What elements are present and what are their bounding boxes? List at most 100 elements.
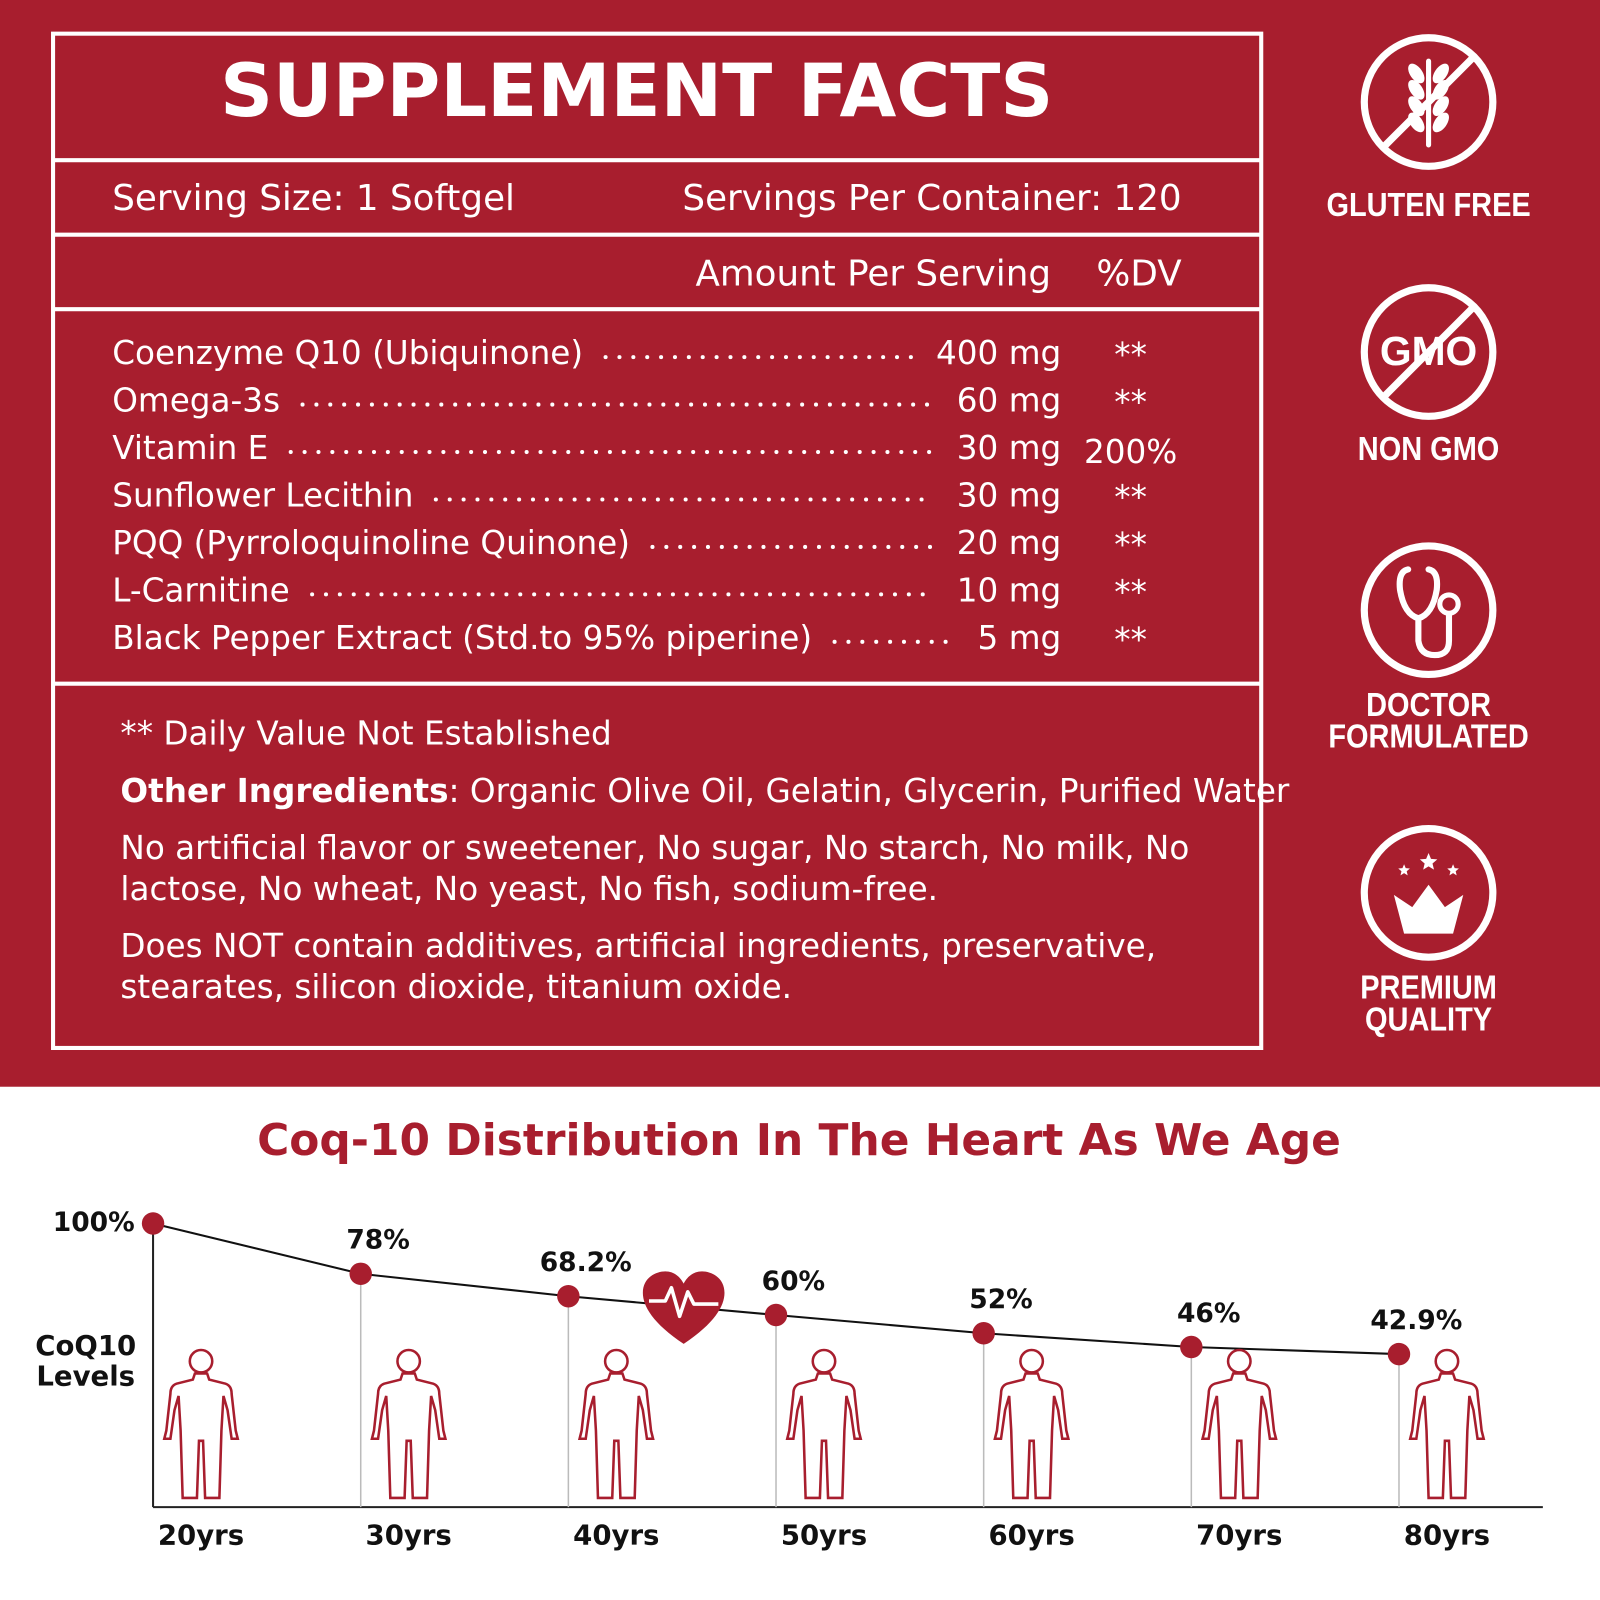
ingredient-dv: ** — [1114, 336, 1147, 374]
ingredient-name: Coenzyme Q10 (Ubiquinone) — [112, 334, 583, 372]
figure-outline — [162, 1348, 240, 1500]
ingredient-list: Coenzyme Q10 (Ubiquinone) 400 mg ** Omega-3… — [112, 334, 1177, 659]
ingredient-name: Omega-3s — [112, 382, 280, 420]
ingredient-dv: ** — [1114, 621, 1147, 659]
ingredient-amount: 20 mg — [957, 524, 1061, 562]
y-label-box: CoQ10 Levels — [35, 1331, 137, 1393]
ingredient-amount: 30 mg — [957, 429, 1061, 467]
y-label: CoQ10 Levels — [35, 1331, 137, 1393]
paragraph-line: No artificial flavor or sweetener, No su… — [120, 829, 1189, 867]
chart: 100% 78% 68.2% 60% 52% 46% 42.9% 20yrs 30yrs 40yr… — [53, 1207, 1543, 1552]
x-tick-label: 30yrs — [366, 1520, 452, 1552]
figure-outline — [1408, 1348, 1486, 1500]
crown — [1393, 884, 1464, 934]
data-point — [349, 1262, 372, 1286]
value-label: 52% — [969, 1284, 1032, 1315]
wheat-grain — [1408, 63, 1425, 84]
ingredient-name: Vitamin E — [112, 429, 268, 467]
badge-label: GLUTEN FREE — [1326, 186, 1530, 224]
amount-header: Amount Per Serving — [695, 254, 1051, 295]
ingredient-dv: ** — [1114, 384, 1147, 422]
badge-label: QUALITY — [1365, 1000, 1492, 1038]
wheat-grain — [1432, 96, 1449, 116]
star — [1419, 853, 1438, 870]
badge-circle — [1360, 542, 1497, 679]
ingredient-name: Sunflower Lecithin — [112, 476, 413, 514]
ingredient-amount: 400 mg — [936, 334, 1061, 372]
wheat-grain — [1432, 63, 1449, 84]
figure-outline — [370, 1348, 448, 1500]
value-label: 100% — [53, 1207, 135, 1238]
figure-outline — [785, 1348, 863, 1500]
value-label: 78% — [346, 1225, 409, 1256]
ingredient-amount: 10 mg — [957, 571, 1061, 609]
badge-circle — [1360, 284, 1497, 420]
figure-outline — [993, 1348, 1071, 1500]
ingredient-name: PQQ (Pyrroloquinoline Quinone) — [112, 524, 630, 562]
wheat-grain — [1408, 79, 1425, 100]
badge-slash — [1380, 303, 1478, 401]
pulse — [648, 1285, 719, 1319]
facts-title: SUPPLEMENT FACTS — [220, 49, 1053, 134]
paragraphs: No artificial flavor or sweetener, No su… — [120, 829, 1189, 1006]
ingredient-amount: 60 mg — [957, 382, 1061, 420]
ingredient-dv: ** — [1114, 573, 1147, 611]
servings-per-container: Servings Per Container: 120 — [682, 178, 1181, 219]
other-ingredients: Other Ingredients: Organic Olive Oil, Ge… — [120, 772, 1290, 810]
badge-label: PREMIUM — [1360, 969, 1497, 1007]
figure-outline — [1200, 1348, 1278, 1500]
value-label: 68.2% — [540, 1247, 632, 1278]
x-tick-label: 50yrs — [781, 1520, 867, 1552]
value-label: 60% — [762, 1266, 825, 1297]
x-tick-label: 60yrs — [988, 1520, 1074, 1552]
wheat-grain — [1432, 112, 1449, 133]
ingredient-dv: ** — [1114, 478, 1147, 516]
value-label: 46% — [1177, 1298, 1240, 1329]
ingredient-name: Black Pepper Extract (Std.to 95% piperin… — [112, 619, 812, 657]
paragraph-line: lactose, No wheat, No yeast, No fish, so… — [120, 870, 938, 908]
star — [1398, 864, 1410, 876]
badge: GLUTEN FREE — [1326, 34, 1531, 224]
data-point — [1387, 1342, 1411, 1366]
data-point — [1180, 1335, 1203, 1359]
paragraph-line: stearates, silicon dioxide, titanium oxi… — [120, 968, 792, 1006]
figure-outline — [577, 1348, 655, 1500]
x-tick-label: 80yrs — [1404, 1520, 1490, 1552]
other-text: : Organic Olive Oil, Gelatin, Glycerin, … — [449, 772, 1290, 810]
ingredient-amount: 5 mg — [978, 619, 1062, 657]
badge-circle — [1360, 825, 1497, 961]
x-tick-label: 70yrs — [1196, 1520, 1282, 1552]
star — [1447, 864, 1459, 876]
badge-circle — [1360, 34, 1497, 170]
x-tick-label: 20yrs — [158, 1520, 244, 1552]
paragraph-line: Does NOT contain additives, artificial i… — [120, 927, 1156, 965]
ingredient-amount: 30 mg — [957, 476, 1061, 514]
x-tick-label: 40yrs — [573, 1520, 659, 1552]
facts-box — [51, 31, 1264, 1050]
data-point — [764, 1303, 788, 1327]
dv-header: %DV — [1096, 254, 1182, 295]
data-point — [141, 1212, 165, 1235]
ingredient-name: L-Carnitine — [112, 571, 289, 609]
badge-label: NON GMO — [1358, 430, 1500, 468]
badge-slash — [1380, 53, 1478, 151]
data-point — [972, 1322, 995, 1345]
red-panel — [0, 0, 1600, 1087]
other-label: Other Ingredients — [120, 772, 448, 810]
badge-label: FORMULATED — [1328, 718, 1528, 756]
data-point — [557, 1284, 580, 1308]
value-label: 42.9% — [1370, 1305, 1462, 1336]
dv-note: ** Daily Value Not Established — [120, 715, 611, 753]
serving-size: Serving Size: 1 Softgel — [112, 178, 515, 219]
chart-title: Coq-10 Distribution In The Heart As We A… — [257, 1115, 1341, 1166]
stethoscope — [1396, 566, 1453, 659]
badge-label: DOCTOR — [1366, 686, 1491, 724]
ingredient-dv: 200% — [1084, 433, 1177, 471]
ingredient-dv: ** — [1114, 526, 1147, 564]
